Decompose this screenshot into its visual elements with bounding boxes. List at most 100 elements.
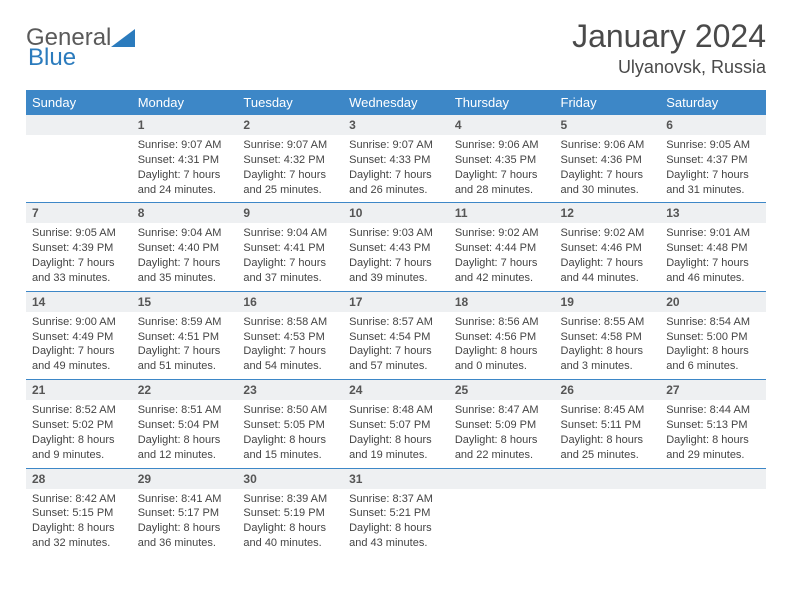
- day-number: 12: [555, 203, 661, 223]
- calendar-cell: 30Sunrise: 8:39 AMSunset: 5:19 PMDayligh…: [237, 468, 343, 556]
- calendar-cell: [660, 468, 766, 556]
- title-block: January 2024 Ulyanovsk, Russia: [572, 18, 766, 78]
- empty-day: [449, 469, 555, 489]
- calendar-cell: 15Sunrise: 8:59 AMSunset: 4:51 PMDayligh…: [132, 291, 238, 379]
- calendar-cell: 24Sunrise: 8:48 AMSunset: 5:07 PMDayligh…: [343, 380, 449, 468]
- day-details: Sunrise: 9:07 AMSunset: 4:31 PMDaylight:…: [132, 135, 238, 202]
- calendar-cell: 7Sunrise: 9:05 AMSunset: 4:39 PMDaylight…: [26, 203, 132, 291]
- day-number: 19: [555, 292, 661, 312]
- location: Ulyanovsk, Russia: [572, 57, 766, 78]
- calendar-cell: 26Sunrise: 8:45 AMSunset: 5:11 PMDayligh…: [555, 380, 661, 468]
- calendar-cell: 1Sunrise: 9:07 AMSunset: 4:31 PMDaylight…: [132, 115, 238, 203]
- day-number: 14: [26, 292, 132, 312]
- day-number: 28: [26, 469, 132, 489]
- day-details: Sunrise: 9:02 AMSunset: 4:46 PMDaylight:…: [555, 223, 661, 290]
- day-number: 6: [660, 115, 766, 135]
- calendar-cell: 11Sunrise: 9:02 AMSunset: 4:44 PMDayligh…: [449, 203, 555, 291]
- calendar-cell: 13Sunrise: 9:01 AMSunset: 4:48 PMDayligh…: [660, 203, 766, 291]
- calendar-row: 21Sunrise: 8:52 AMSunset: 5:02 PMDayligh…: [26, 380, 766, 468]
- calendar-cell: 28Sunrise: 8:42 AMSunset: 5:15 PMDayligh…: [26, 468, 132, 556]
- day-number: 9: [237, 203, 343, 223]
- calendar-cell: 29Sunrise: 8:41 AMSunset: 5:17 PMDayligh…: [132, 468, 238, 556]
- calendar-row: 14Sunrise: 9:00 AMSunset: 4:49 PMDayligh…: [26, 291, 766, 379]
- day-number: 18: [449, 292, 555, 312]
- day-number: 10: [343, 203, 449, 223]
- empty-day: [26, 115, 132, 135]
- calendar-cell: 9Sunrise: 9:04 AMSunset: 4:41 PMDaylight…: [237, 203, 343, 291]
- day-details: Sunrise: 8:57 AMSunset: 4:54 PMDaylight:…: [343, 312, 449, 379]
- day-number: 8: [132, 203, 238, 223]
- weekday-header: Saturday: [660, 90, 766, 115]
- day-number: 15: [132, 292, 238, 312]
- day-number: 27: [660, 380, 766, 400]
- day-details: Sunrise: 9:05 AMSunset: 4:37 PMDaylight:…: [660, 135, 766, 202]
- day-details: Sunrise: 9:07 AMSunset: 4:33 PMDaylight:…: [343, 135, 449, 202]
- calendar-cell: 12Sunrise: 9:02 AMSunset: 4:46 PMDayligh…: [555, 203, 661, 291]
- day-details: Sunrise: 8:39 AMSunset: 5:19 PMDaylight:…: [237, 489, 343, 556]
- calendar-cell: 14Sunrise: 9:00 AMSunset: 4:49 PMDayligh…: [26, 291, 132, 379]
- day-details: Sunrise: 8:44 AMSunset: 5:13 PMDaylight:…: [660, 400, 766, 467]
- calendar-cell: 25Sunrise: 8:47 AMSunset: 5:09 PMDayligh…: [449, 380, 555, 468]
- day-details: Sunrise: 9:06 AMSunset: 4:36 PMDaylight:…: [555, 135, 661, 202]
- day-details: Sunrise: 8:42 AMSunset: 5:15 PMDaylight:…: [26, 489, 132, 556]
- day-number: 2: [237, 115, 343, 135]
- weekday-header: Wednesday: [343, 90, 449, 115]
- weekday-header: Monday: [132, 90, 238, 115]
- calendar-cell: 27Sunrise: 8:44 AMSunset: 5:13 PMDayligh…: [660, 380, 766, 468]
- empty-day: [555, 469, 661, 489]
- calendar-cell: [449, 468, 555, 556]
- day-number: 7: [26, 203, 132, 223]
- day-number: 20: [660, 292, 766, 312]
- day-details: Sunrise: 9:00 AMSunset: 4:49 PMDaylight:…: [26, 312, 132, 379]
- header: General January 2024 Ulyanovsk, Russia: [26, 18, 766, 78]
- logo-line2: Blue: [28, 44, 76, 72]
- page-title: January 2024: [572, 18, 766, 55]
- weekday-header: Tuesday: [237, 90, 343, 115]
- day-details: Sunrise: 8:47 AMSunset: 5:09 PMDaylight:…: [449, 400, 555, 467]
- calendar-cell: 19Sunrise: 8:55 AMSunset: 4:58 PMDayligh…: [555, 291, 661, 379]
- calendar-head: SundayMondayTuesdayWednesdayThursdayFrid…: [26, 90, 766, 115]
- day-number: 22: [132, 380, 238, 400]
- day-details: Sunrise: 9:05 AMSunset: 4:39 PMDaylight:…: [26, 223, 132, 290]
- day-number: 21: [26, 380, 132, 400]
- day-number: 17: [343, 292, 449, 312]
- day-details: Sunrise: 8:48 AMSunset: 5:07 PMDaylight:…: [343, 400, 449, 467]
- day-details: Sunrise: 9:01 AMSunset: 4:48 PMDaylight:…: [660, 223, 766, 290]
- calendar-cell: 10Sunrise: 9:03 AMSunset: 4:43 PMDayligh…: [343, 203, 449, 291]
- day-number: 16: [237, 292, 343, 312]
- day-number: 29: [132, 469, 238, 489]
- calendar-row: 1Sunrise: 9:07 AMSunset: 4:31 PMDaylight…: [26, 115, 766, 203]
- day-number: 30: [237, 469, 343, 489]
- calendar-row: 28Sunrise: 8:42 AMSunset: 5:15 PMDayligh…: [26, 468, 766, 556]
- day-number: 5: [555, 115, 661, 135]
- calendar-cell: 16Sunrise: 8:58 AMSunset: 4:53 PMDayligh…: [237, 291, 343, 379]
- day-details: Sunrise: 8:45 AMSunset: 5:11 PMDaylight:…: [555, 400, 661, 467]
- day-details: Sunrise: 8:51 AMSunset: 5:04 PMDaylight:…: [132, 400, 238, 467]
- day-details: Sunrise: 9:03 AMSunset: 4:43 PMDaylight:…: [343, 223, 449, 290]
- day-details: Sunrise: 9:04 AMSunset: 4:41 PMDaylight:…: [237, 223, 343, 290]
- calendar-cell: 5Sunrise: 9:06 AMSunset: 4:36 PMDaylight…: [555, 115, 661, 203]
- day-details: Sunrise: 8:58 AMSunset: 4:53 PMDaylight:…: [237, 312, 343, 379]
- calendar-cell: 6Sunrise: 9:05 AMSunset: 4:37 PMDaylight…: [660, 115, 766, 203]
- calendar-row: 7Sunrise: 9:05 AMSunset: 4:39 PMDaylight…: [26, 203, 766, 291]
- day-number: 3: [343, 115, 449, 135]
- calendar-cell: [26, 115, 132, 203]
- day-number: 26: [555, 380, 661, 400]
- weekday-header: Sunday: [26, 90, 132, 115]
- day-number: 24: [343, 380, 449, 400]
- calendar-cell: 21Sunrise: 8:52 AMSunset: 5:02 PMDayligh…: [26, 380, 132, 468]
- calendar-cell: 17Sunrise: 8:57 AMSunset: 4:54 PMDayligh…: [343, 291, 449, 379]
- calendar-cell: 4Sunrise: 9:06 AMSunset: 4:35 PMDaylight…: [449, 115, 555, 203]
- logo-triangle-icon: [111, 25, 137, 52]
- calendar-cell: 31Sunrise: 8:37 AMSunset: 5:21 PMDayligh…: [343, 468, 449, 556]
- day-details: Sunrise: 9:07 AMSunset: 4:32 PMDaylight:…: [237, 135, 343, 202]
- day-number: 13: [660, 203, 766, 223]
- day-details: Sunrise: 8:55 AMSunset: 4:58 PMDaylight:…: [555, 312, 661, 379]
- calendar-table: SundayMondayTuesdayWednesdayThursdayFrid…: [26, 90, 766, 556]
- day-number: 11: [449, 203, 555, 223]
- day-details: Sunrise: 8:59 AMSunset: 4:51 PMDaylight:…: [132, 312, 238, 379]
- weekday-header: Thursday: [449, 90, 555, 115]
- day-number: 23: [237, 380, 343, 400]
- day-number: 25: [449, 380, 555, 400]
- day-number: 1: [132, 115, 238, 135]
